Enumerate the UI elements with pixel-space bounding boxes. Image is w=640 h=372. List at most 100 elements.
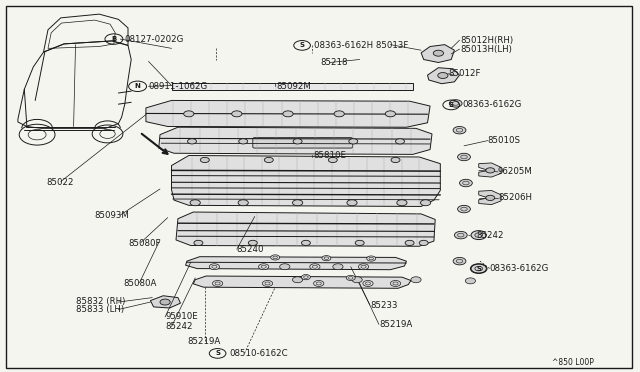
Circle shape — [486, 168, 495, 173]
Circle shape — [385, 111, 396, 117]
Circle shape — [363, 280, 373, 286]
Circle shape — [433, 50, 444, 56]
Circle shape — [355, 240, 364, 246]
Polygon shape — [172, 83, 413, 90]
Text: 85832 (RH): 85832 (RH) — [76, 297, 125, 306]
Circle shape — [471, 264, 486, 273]
Circle shape — [190, 200, 200, 206]
Circle shape — [449, 100, 462, 107]
Text: 85240: 85240 — [237, 245, 264, 254]
Polygon shape — [428, 68, 460, 84]
Circle shape — [411, 277, 421, 283]
Text: 85012H(RH): 85012H(RH) — [461, 36, 514, 45]
Circle shape — [346, 275, 355, 280]
Circle shape — [188, 139, 196, 144]
Text: 85810E: 85810E — [314, 151, 347, 160]
Text: 85012F: 85012F — [448, 69, 481, 78]
Circle shape — [349, 139, 358, 144]
Circle shape — [212, 280, 223, 286]
Circle shape — [420, 200, 431, 206]
Text: 08363-6162H 85013F: 08363-6162H 85013F — [314, 41, 408, 50]
Text: ^850 L00P: ^850 L00P — [552, 358, 593, 367]
Text: 85218: 85218 — [320, 58, 348, 67]
Circle shape — [458, 153, 470, 161]
Circle shape — [352, 277, 362, 283]
Circle shape — [397, 200, 407, 206]
Text: 85242: 85242 — [165, 322, 193, 331]
Circle shape — [391, 157, 400, 163]
Circle shape — [271, 255, 280, 260]
Circle shape — [453, 257, 466, 265]
Circle shape — [328, 157, 337, 163]
Circle shape — [310, 264, 320, 270]
Polygon shape — [186, 257, 406, 270]
Text: 08510-6162C: 08510-6162C — [229, 349, 288, 358]
Circle shape — [232, 111, 242, 117]
Text: 85242: 85242 — [477, 231, 504, 240]
Circle shape — [200, 157, 209, 163]
Text: 85010S: 85010S — [488, 136, 521, 145]
Text: S: S — [300, 42, 305, 48]
Circle shape — [314, 280, 324, 286]
Circle shape — [293, 139, 302, 144]
Circle shape — [419, 240, 428, 246]
Text: 08911-1062G: 08911-1062G — [148, 82, 208, 91]
Circle shape — [367, 256, 376, 261]
Circle shape — [460, 179, 472, 187]
Circle shape — [438, 73, 448, 78]
Circle shape — [471, 231, 486, 240]
Polygon shape — [176, 212, 435, 246]
Circle shape — [259, 264, 269, 270]
Text: 85080F: 85080F — [128, 239, 161, 248]
Text: 08363-6162G: 08363-6162G — [489, 264, 548, 273]
Circle shape — [454, 231, 467, 239]
Text: 85093M: 85093M — [95, 211, 129, 219]
Text: S: S — [449, 102, 454, 108]
Circle shape — [292, 277, 303, 283]
Text: 08127-0202G: 08127-0202G — [125, 35, 184, 44]
Polygon shape — [421, 45, 454, 62]
Text: 85233: 85233 — [370, 301, 397, 310]
Circle shape — [396, 139, 404, 144]
Polygon shape — [146, 100, 430, 127]
Circle shape — [453, 126, 466, 134]
Circle shape — [358, 264, 369, 270]
Polygon shape — [172, 155, 440, 206]
Text: B: B — [111, 36, 116, 42]
Polygon shape — [479, 190, 501, 205]
Text: 08363-6162G: 08363-6162G — [462, 100, 522, 109]
Text: 85022: 85022 — [47, 178, 74, 187]
Polygon shape — [150, 296, 180, 308]
Circle shape — [264, 157, 273, 163]
Circle shape — [239, 139, 248, 144]
Circle shape — [280, 264, 290, 270]
Circle shape — [333, 264, 343, 270]
Text: 85013H(LH): 85013H(LH) — [461, 45, 513, 54]
Circle shape — [160, 299, 170, 305]
Circle shape — [322, 256, 331, 261]
Circle shape — [301, 240, 310, 246]
Circle shape — [194, 240, 203, 246]
Circle shape — [292, 200, 303, 206]
Text: 85833 (LH): 85833 (LH) — [76, 305, 124, 314]
Text: 95910E: 95910E — [165, 312, 198, 321]
Text: 85206H: 85206H — [498, 193, 532, 202]
Text: 85080A: 85080A — [123, 279, 156, 288]
Polygon shape — [479, 163, 501, 177]
Text: 85092M: 85092M — [276, 82, 311, 91]
Text: S: S — [215, 350, 220, 356]
Circle shape — [405, 240, 414, 246]
Circle shape — [262, 280, 273, 286]
Circle shape — [347, 200, 357, 206]
Circle shape — [283, 111, 293, 117]
Circle shape — [184, 111, 194, 117]
Circle shape — [486, 195, 495, 201]
FancyBboxPatch shape — [253, 138, 353, 148]
Text: 85219A: 85219A — [379, 320, 412, 329]
Text: S: S — [476, 266, 481, 272]
Polygon shape — [193, 276, 411, 288]
Circle shape — [248, 240, 257, 246]
Text: N: N — [134, 83, 141, 89]
Text: 96205M: 96205M — [498, 167, 532, 176]
Polygon shape — [159, 127, 432, 154]
